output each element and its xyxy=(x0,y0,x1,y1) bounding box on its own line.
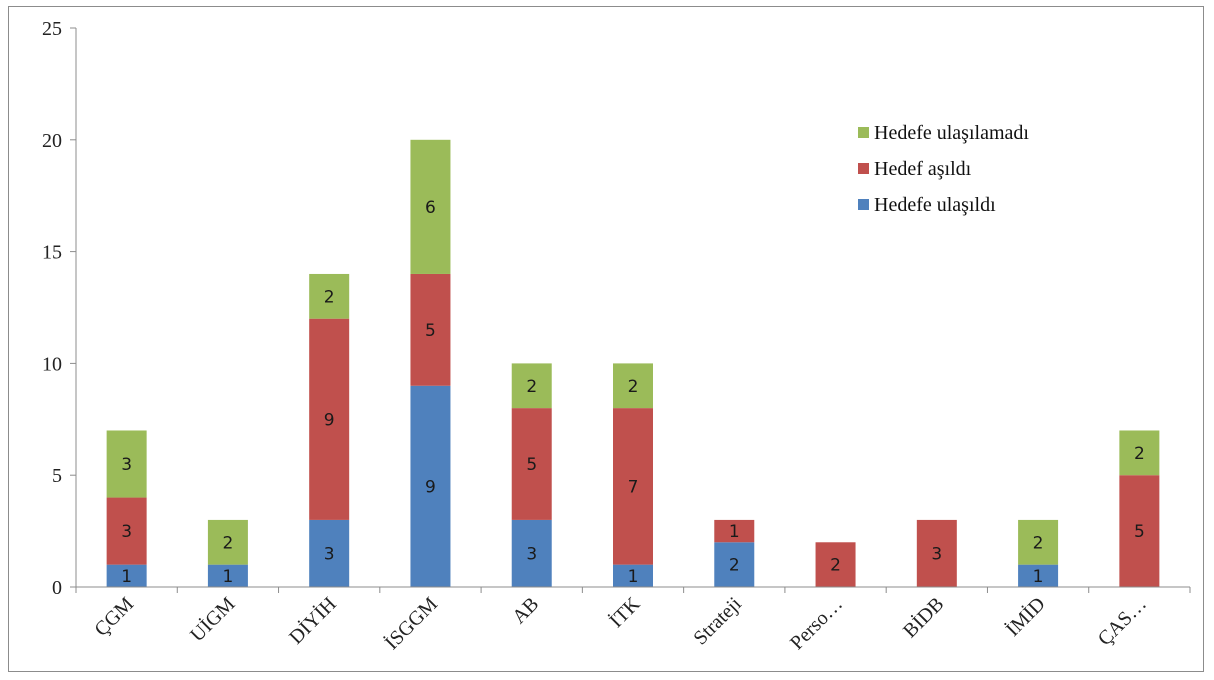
bar-value-label: 1 xyxy=(121,567,132,587)
y-tick-label: 10 xyxy=(42,353,62,375)
bar-segment xyxy=(1119,430,1160,476)
bar-value-label: 9 xyxy=(425,477,436,497)
legend-label: Hedefe ulaşıldı xyxy=(874,194,996,216)
bar-segment xyxy=(613,363,653,409)
bar-segment xyxy=(916,519,957,587)
bar-segment xyxy=(309,273,350,319)
bar-value-label: 3 xyxy=(324,544,335,564)
bar-segment xyxy=(714,519,755,543)
bar-value-label: 2 xyxy=(729,556,740,576)
bar-value-label: 2 xyxy=(324,287,335,307)
x-category-label: ÇAS… xyxy=(1094,593,1151,650)
bar-value-label: 3 xyxy=(121,455,132,475)
y-tick-label: 5 xyxy=(52,465,62,487)
legend-swatch xyxy=(858,127,869,138)
bar-segment xyxy=(1018,519,1059,565)
legend-label: Hedef aşıldı xyxy=(874,158,972,180)
bar-segment xyxy=(207,564,248,587)
bar-segment xyxy=(106,497,147,565)
bar-segment xyxy=(106,564,147,587)
x-category-label: UİGM xyxy=(185,592,239,646)
bar-value-label: 3 xyxy=(121,522,132,542)
x-category-label: Strateji xyxy=(689,593,746,650)
bar-segment xyxy=(106,430,147,498)
bar-value-label: 3 xyxy=(931,544,942,564)
x-category-label: AB xyxy=(508,593,543,628)
bar-segment xyxy=(410,139,451,274)
bar-segment xyxy=(714,542,755,587)
legend-label: Hedefe ulaşılamadı xyxy=(874,122,1029,144)
bar-segment xyxy=(207,519,248,565)
bar-value-label: 1 xyxy=(628,567,639,587)
bar-value-label: 5 xyxy=(1134,522,1145,542)
bar-value-label: 1 xyxy=(1033,567,1044,587)
bar-segment xyxy=(410,385,451,587)
legend-swatch xyxy=(858,163,869,174)
bar-segment xyxy=(309,519,350,587)
bar-segment xyxy=(511,519,552,587)
bars: 1 3 3 1 2 3 9 2 9 5 6 3 5 2 1 7 2 2 1 2 3 1 2 5 2 xyxy=(106,139,1160,587)
x-category-label: İMİD xyxy=(1001,592,1049,640)
x-category-label: BİDB xyxy=(898,592,948,642)
bar-segment xyxy=(410,273,451,386)
x-axis: ÇGM UİGM DİYİH İSGGM AB İTK Strateji Perso… BİDB… xyxy=(75,586,1191,654)
bar-segment xyxy=(815,542,856,587)
bar-value-label: 2 xyxy=(1134,444,1145,464)
x-category-label: İTK xyxy=(605,592,645,632)
bar-segment xyxy=(613,408,653,565)
y-tick-label: 0 xyxy=(52,577,62,599)
bar-segment xyxy=(511,408,552,520)
legend: Hedefe ulaşılamadı Hedef aşıldı Hedefe ula… xyxy=(858,122,1029,216)
bar-segment xyxy=(1018,564,1059,587)
bar-value-label: 2 xyxy=(830,556,841,576)
bar-segment xyxy=(511,363,552,409)
bar-value-label: 6 xyxy=(425,198,436,218)
bar-value-label: 1 xyxy=(222,567,233,587)
bar-segment xyxy=(613,564,653,587)
x-category-label: DİYİH xyxy=(284,592,340,648)
x-category-label: Perso… xyxy=(786,593,847,654)
y-tick-label: 15 xyxy=(42,242,62,264)
bar-value-label: 2 xyxy=(222,533,233,553)
bar-value-label: 7 xyxy=(628,477,639,497)
bar-value-label: 3 xyxy=(526,544,537,564)
bar-value-label: 2 xyxy=(628,377,639,397)
bar-value-label: 5 xyxy=(425,321,436,341)
legend-swatch xyxy=(858,199,869,210)
chart-frame xyxy=(8,6,1204,672)
y-axis: 0 5 10 15 20 25 xyxy=(42,18,77,599)
bar-value-label: 5 xyxy=(526,455,537,475)
bar-value-label: 2 xyxy=(1033,533,1044,553)
x-category-label: ÇGM xyxy=(90,593,138,641)
y-tick-label: 25 xyxy=(42,18,62,40)
bar-value-label: 2 xyxy=(526,377,537,397)
bar-value-label: 1 xyxy=(729,522,740,542)
y-tick-label: 20 xyxy=(42,130,62,152)
bar-value-label: 9 xyxy=(324,410,335,430)
bar-segment xyxy=(1119,475,1160,587)
bar-segment xyxy=(309,318,350,520)
x-category-label: İSGGM xyxy=(380,592,442,654)
